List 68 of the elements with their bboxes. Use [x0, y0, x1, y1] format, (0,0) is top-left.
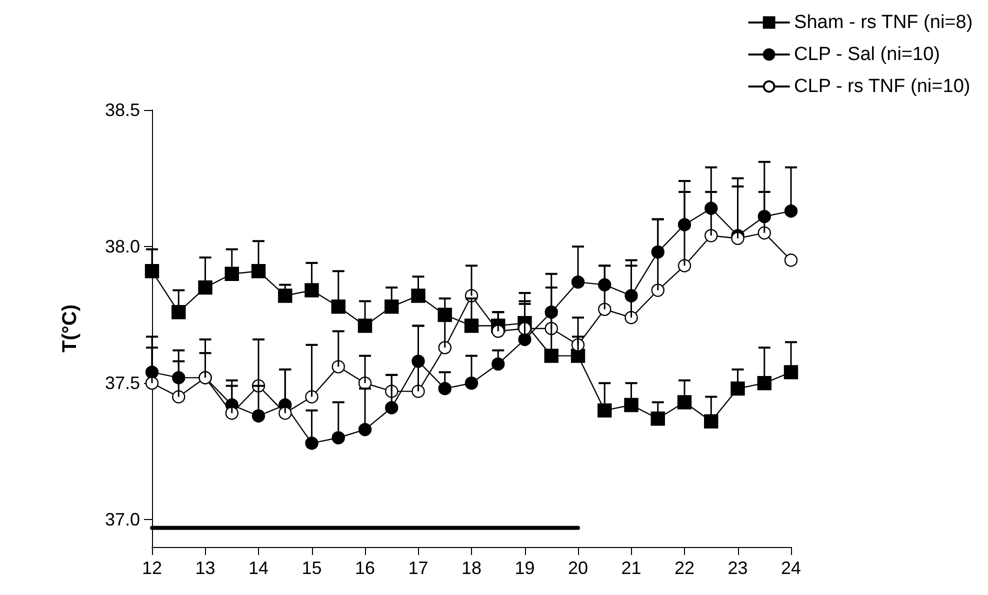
point	[331, 300, 346, 314]
x-tick-label: 13	[195, 558, 216, 578]
point	[678, 259, 692, 272]
y-tick-label: 37.5	[104, 373, 140, 394]
point	[757, 376, 772, 390]
point	[730, 381, 745, 396]
x-tick-label: 17	[408, 558, 428, 578]
point	[332, 431, 345, 444]
point	[598, 403, 612, 418]
point	[438, 341, 452, 354]
x-tick-label: 20	[568, 558, 588, 578]
point	[358, 422, 372, 436]
point	[784, 365, 798, 380]
point	[251, 264, 266, 278]
x-tick-label: 16	[354, 558, 376, 578]
point	[305, 390, 318, 404]
point	[650, 412, 665, 426]
point	[278, 406, 292, 420]
legend-label: CLP - rs TNF (ni=10)	[794, 76, 970, 97]
x-tick-label: 19	[514, 558, 535, 578]
x-tick-label: 21	[621, 558, 642, 578]
point	[304, 283, 319, 298]
y-tick-label: 37.0	[104, 510, 140, 530]
point	[385, 401, 398, 414]
point	[704, 414, 718, 428]
point	[731, 232, 744, 245]
point	[544, 348, 558, 363]
x-tick-label: 15	[302, 558, 322, 578]
point	[278, 288, 292, 303]
legend-label: CLP - Sal (ni=10)	[794, 44, 940, 65]
point	[464, 318, 479, 333]
point	[651, 284, 664, 297]
x-tick-label: 18	[461, 558, 482, 578]
point	[225, 406, 238, 420]
point	[492, 324, 505, 338]
point	[624, 310, 638, 324]
y-tick-label: 38.0	[104, 236, 140, 257]
legend-label: Sham - rs TNF (ni=8)	[794, 12, 973, 33]
x-tick-label: 12	[142, 558, 162, 578]
point	[438, 382, 452, 396]
y-axis-title: T(°C)	[59, 304, 81, 352]
point	[252, 409, 266, 422]
point	[332, 360, 345, 374]
point	[784, 254, 798, 267]
point	[198, 280, 212, 295]
point	[412, 384, 425, 398]
point	[624, 398, 638, 412]
point	[172, 390, 186, 404]
x-tick-label: 14	[248, 558, 269, 578]
point	[144, 264, 160, 278]
point	[358, 318, 372, 333]
point	[384, 300, 399, 314]
point	[758, 226, 771, 240]
point	[172, 305, 186, 320]
point	[464, 376, 478, 390]
point	[677, 395, 692, 410]
point	[492, 357, 505, 371]
point	[305, 436, 318, 450]
point	[704, 229, 718, 242]
point	[598, 302, 612, 316]
y-tick-label: 38.5	[104, 100, 140, 120]
point	[571, 275, 585, 289]
x-tick-label: 23	[728, 558, 748, 578]
x-tick-label: 22	[674, 558, 695, 578]
point	[784, 204, 798, 218]
point	[411, 288, 426, 303]
x-tick-label: 24	[780, 558, 802, 578]
point	[224, 266, 239, 281]
